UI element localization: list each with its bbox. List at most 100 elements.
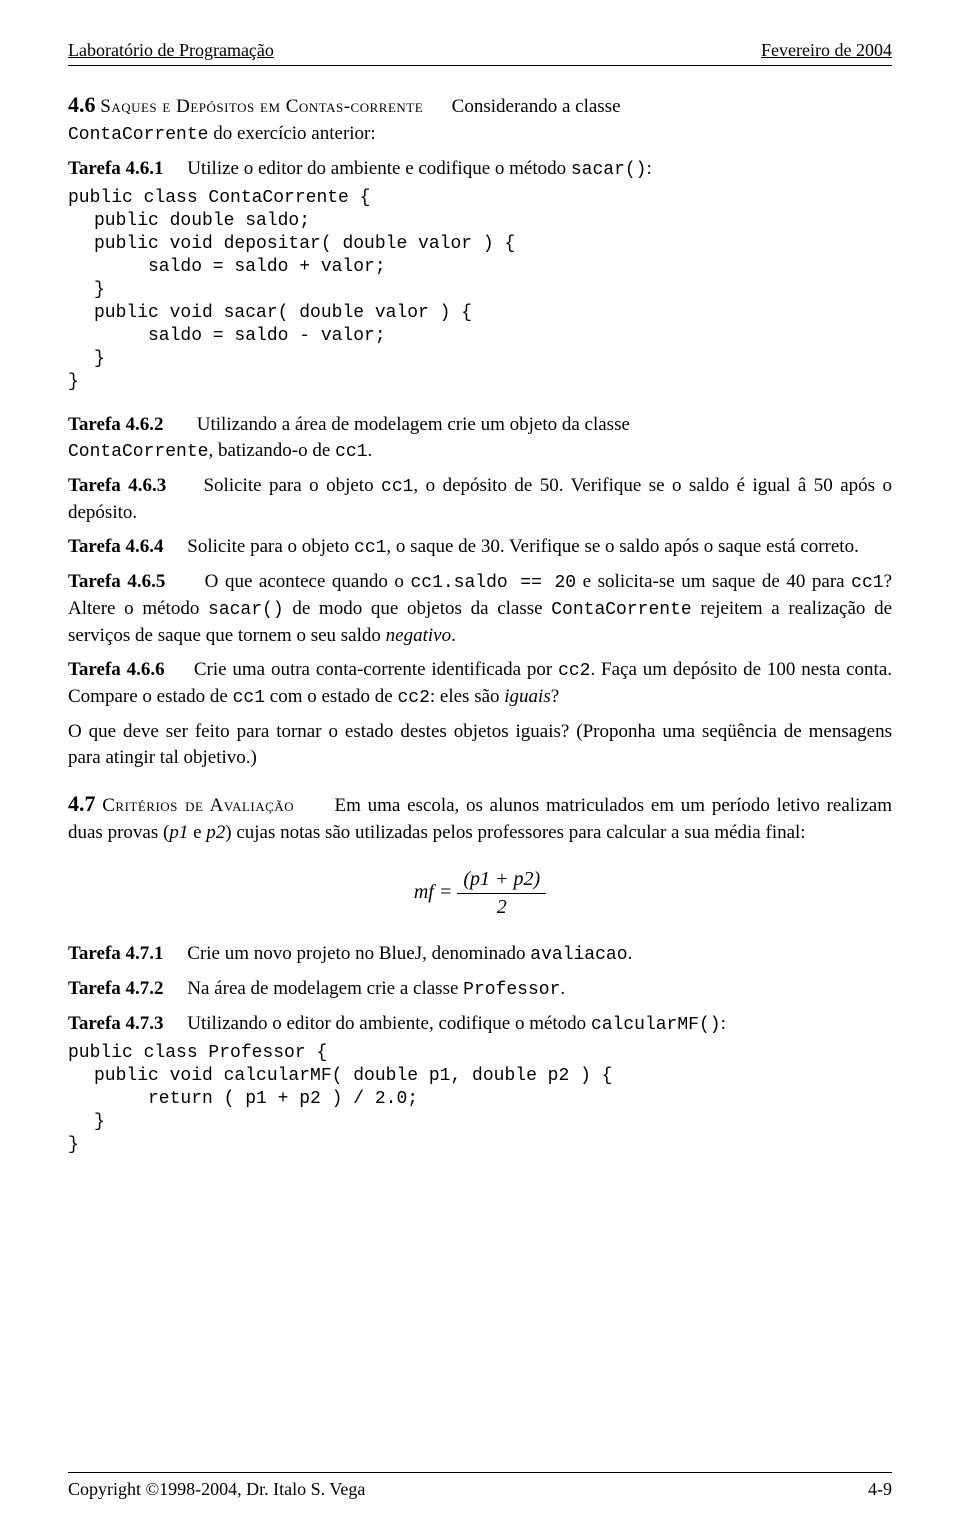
tarefa-4-6-6: Tarefa 4.6.6 Crie uma outra conta-corren…	[68, 657, 892, 711]
formula-mf: mf = (p1 + p2) 2	[68, 868, 892, 919]
t465-mid1: e solicita-se um saque de 40 para	[576, 571, 851, 592]
tarefa-4-6-1-post: :	[647, 158, 652, 179]
t464-mid: , o saque de 30. Verifique se o saldo ap…	[386, 536, 858, 557]
footer-right: 4-9	[868, 1479, 892, 1500]
t472-code: Professor	[463, 980, 560, 1000]
code1-l5: }	[68, 279, 105, 302]
section-4-7-number: 4.7	[68, 791, 96, 816]
tarefa-4-6-2-label: Tarefa 4.6.2	[68, 414, 164, 435]
t473-pre: Utilizando o editor do ambiente, codifiq…	[187, 1013, 591, 1034]
conta-corrente-class: ContaCorrente	[68, 125, 208, 145]
tarefa-4-7-2: Tarefa 4.7.2 Na área de modelagem crie a…	[68, 976, 892, 1003]
t466-mid3: : eles são	[430, 686, 504, 707]
section-4-6-intro: 4.6 Saques e Depósitos em Contas-corrent…	[68, 90, 892, 148]
code1-l8: }	[68, 348, 105, 371]
t466-iguais: iguais	[504, 686, 550, 707]
sacar-method: sacar()	[571, 160, 647, 180]
t465-code1: cc1.saldo == 20	[410, 573, 576, 593]
tarefa-4-6-1-pre: Utilize o editor do ambiente e codifique…	[187, 158, 571, 179]
t464-pre: Solicite para o objeto	[187, 536, 354, 557]
sec47-p1: p1	[169, 822, 188, 843]
header-rule	[68, 65, 892, 66]
t472-post: .	[560, 978, 565, 999]
tarefa-4-7-3-label: Tarefa 4.7.3	[68, 1013, 164, 1034]
t465-code3: sacar()	[208, 600, 284, 620]
tarefa-4-6-4: Tarefa 4.6.4 Solicite para o objeto cc1,…	[68, 534, 892, 561]
tarefa-4-7-1: Tarefa 4.7.1 Crie um novo projeto no Blu…	[68, 941, 892, 968]
code-block-1: public class ContaCorrente { public doub…	[68, 187, 892, 394]
code1-l1: public class ContaCorrente {	[68, 188, 370, 208]
tarefa-4-7-3: Tarefa 4.7.3 Utilizando o editor do ambi…	[68, 1011, 892, 1038]
t464-obj: cc1	[354, 538, 386, 558]
code2-l2: public void calcularMF( double p1, doubl…	[68, 1065, 612, 1088]
formula-denominator: 2	[457, 894, 546, 919]
tarefa-4-6-3-label: Tarefa 4.6.3	[68, 475, 166, 496]
code1-l6: public void sacar( double valor ) {	[68, 302, 472, 325]
tarefa-4-6-5-label: Tarefa 4.6.5	[68, 571, 165, 592]
tarefa-4-6-1: Tarefa 4.6.1 Utilize o editor do ambient…	[68, 156, 892, 183]
section-4-6-line2: do exercício anterior:	[208, 123, 375, 144]
t473-code: calcularMF()	[591, 1015, 721, 1035]
section-4-6-title: Saques e Depósitos em Contas-corrente	[100, 96, 423, 117]
sec47-text2: ) cujas notas são utilizadas pelos profe…	[225, 822, 805, 843]
tarefa-4-6-6-para2: O que deve ser feito para tornar o estad…	[68, 719, 892, 771]
formula-lhs: mf =	[414, 881, 453, 903]
tarefa-4-7-1-label: Tarefa 4.7.1	[68, 943, 164, 964]
tarefa-4-6-4-label: Tarefa 4.6.4	[68, 536, 164, 557]
code1-l3: public void depositar( double valor ) {	[68, 233, 515, 256]
header-right: Fevereiro de 2004	[761, 40, 892, 61]
section-4-7-title: Critérios de Avaliação	[102, 795, 294, 816]
code2-l4: }	[68, 1111, 105, 1134]
footer-left: Copyright ©1998-2004, Dr. Italo S. Vega	[68, 1479, 365, 1500]
sec47-p2: p2	[206, 822, 225, 843]
t471-code: avaliacao	[530, 945, 627, 965]
t473-post: :	[721, 1013, 726, 1034]
t466-mid2: com o estado de	[265, 686, 397, 707]
page-header: Laboratório de Programação Fevereiro de …	[68, 40, 892, 61]
t462-obj: cc1	[335, 442, 367, 462]
t465-mid3: de modo que objetos da classe	[284, 598, 552, 619]
section-4-6-number: 4.6	[68, 92, 96, 117]
code2-l3: return ( p1 + p2 ) / 2.0;	[68, 1088, 418, 1111]
page: Laboratório de Programação Fevereiro de …	[0, 0, 960, 1530]
tarefa-4-6-5: Tarefa 4.6.5 O que acontece quando o cc1…	[68, 569, 892, 649]
tarefa-4-6-2: Tarefa 4.6.2 Utilizando a área de modela…	[68, 412, 892, 465]
t466-code2: cc1	[233, 688, 265, 708]
code-block-2: public class Professor { public void cal…	[68, 1042, 892, 1157]
code1-l7: saldo = saldo - valor;	[68, 325, 386, 348]
t462-pre: Utilizando a área de modelagem crie um o…	[197, 414, 630, 435]
t466-code1: cc2	[558, 661, 590, 681]
t466-q: ?	[551, 686, 559, 707]
sec47-and: e	[188, 822, 206, 843]
t462-post: .	[367, 440, 372, 461]
t465-post: .	[451, 625, 456, 646]
t465-neg: negativo	[386, 625, 451, 646]
code2-l1: public class Professor {	[68, 1043, 327, 1063]
t465-code4: ContaCorrente	[551, 600, 691, 620]
t471-pre: Crie um novo projeto no BlueJ, denominad…	[187, 943, 530, 964]
code1-l2: public double saldo;	[68, 210, 310, 233]
header-left: Laboratório de Programação	[68, 40, 274, 61]
t462-class: ContaCorrente	[68, 442, 208, 462]
t465-pre: O que acontece quando o	[205, 571, 411, 592]
t466-code3: cc2	[397, 688, 429, 708]
t472-pre: Na área de modelagem crie a classe	[187, 978, 463, 999]
t463-obj: cc1	[381, 477, 413, 497]
tarefa-4-6-3: Tarefa 4.6.3 Solicite para o objeto cc1,…	[68, 473, 892, 526]
section-4-6-tail: Considerando a classe	[452, 96, 621, 117]
t471-post: .	[628, 943, 633, 964]
t462-mid: , batizando-o de	[208, 440, 335, 461]
t463-mid: , o depósito de 50. Verifique se o saldo…	[68, 475, 892, 523]
tarefa-4-6-1-label: Tarefa 4.6.1	[68, 158, 164, 179]
tarefa-4-7-2-label: Tarefa 4.7.2	[68, 978, 164, 999]
formula-numerator: (p1 + p2)	[457, 868, 546, 894]
code1-l4: saldo = saldo + valor;	[68, 256, 386, 279]
t463-pre: Solicite para o objeto	[203, 475, 381, 496]
section-4-7-intro: 4.7 Critérios de Avaliação Em uma escola…	[68, 789, 892, 846]
t466-pre: Crie uma outra conta-corrente identifica…	[194, 659, 558, 680]
code2-l5: }	[68, 1135, 79, 1155]
t465-code2: cc1	[851, 573, 883, 593]
tarefa-4-6-6-label: Tarefa 4.6.6	[68, 659, 165, 680]
page-footer: Copyright ©1998-2004, Dr. Italo S. Vega …	[68, 1472, 892, 1500]
code1-l9: }	[68, 372, 79, 392]
